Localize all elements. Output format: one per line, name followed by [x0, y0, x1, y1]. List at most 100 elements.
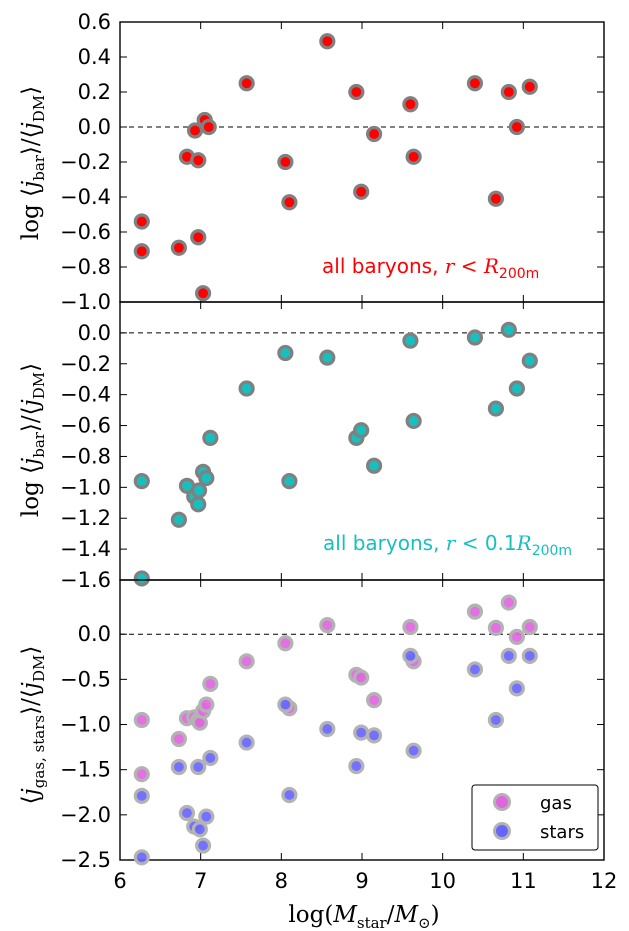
panel3-stars-point [277, 696, 294, 713]
panel3-gas-point [402, 618, 419, 636]
panel2-series1-point [198, 469, 215, 487]
panel1-series1-point [500, 83, 517, 101]
panel1-ytick-label: −0.2 [60, 150, 111, 174]
panel1-series1-point [319, 33, 336, 50]
panel3-gas-point [500, 594, 517, 611]
panel1-series1-point [521, 78, 538, 95]
legend-stars-marker [493, 822, 511, 840]
legend: gas stars [471, 784, 599, 851]
panel3-stars-point [191, 821, 208, 838]
panel3-stars-point [190, 758, 207, 776]
panel3-stars-point [353, 724, 370, 741]
panel3-stars-point [405, 742, 422, 759]
panel1-series1-point [238, 75, 255, 92]
panel3-stars-point [238, 734, 255, 751]
panel3-stars-point [319, 720, 336, 738]
panel3-gas-point [508, 628, 525, 646]
panel3-gas-point [238, 653, 255, 670]
panel3-ytick-label: −1.0 [60, 713, 111, 737]
panel3-gas-point [170, 730, 187, 748]
panel3-gas-point [366, 692, 383, 709]
panel3-stars-point [198, 808, 215, 825]
panel3-ytick-label: 0.0 [78, 622, 111, 646]
x-tick-label: 6 [113, 869, 126, 893]
panel3-gas-point [319, 617, 336, 634]
panel2-series1-point [487, 400, 505, 417]
x-tick-label: 11 [510, 869, 537, 893]
panel3-gas-point [487, 619, 505, 636]
panel3-stars-point [508, 680, 525, 697]
panel1-series1-point [133, 213, 150, 230]
x-tick-label: 10 [429, 869, 456, 893]
panel3-ytick-label: −2.0 [60, 803, 111, 827]
panel2-series1-point [238, 380, 255, 397]
x-tick-label: 7 [194, 869, 207, 893]
x-tick-label: 9 [355, 869, 368, 893]
panel2-ytick-label: 0.0 [78, 321, 111, 345]
panel1-series1-point [466, 75, 484, 92]
panel2-series1-point [170, 511, 187, 528]
panel3-stars-point [202, 749, 219, 767]
plots-layer: 0.6 0.4 0.2 0.0 −0.2 −0.4 −0.6 −0.8 −1.0 0.0 −0.2 −… [60, 10, 617, 893]
panel2-ytick-label: −0.8 [60, 444, 111, 468]
panel1-series1-point [200, 118, 217, 136]
panel3-stars-point [466, 661, 484, 678]
panel2-series1-point [508, 380, 525, 397]
panel1-series1-point [194, 285, 212, 302]
panel3-gas-point [133, 711, 150, 729]
panel2-series1-point [281, 473, 298, 490]
panel3-gas-point [277, 635, 294, 652]
panel1-series1-point [190, 152, 207, 169]
panel3-gas-point [521, 618, 538, 636]
panel1-series1-point [170, 239, 187, 256]
panel1-series1-point [487, 190, 505, 207]
panel1-series1-point [190, 229, 207, 246]
panel2-annotation: all baryons, r < 0.1R200m [323, 531, 572, 559]
panel2-series1-point [277, 344, 294, 362]
panel3-gas-point [353, 669, 370, 686]
panel3-stars-point [178, 804, 196, 822]
panel2-series1-point [133, 570, 150, 587]
panel2-ytick-label: −1.4 [60, 537, 111, 561]
panel1-series1-point [508, 118, 525, 136]
panel2-series1-point [202, 429, 219, 447]
panel3-gas-point [466, 603, 484, 620]
panel2-series1-point [133, 473, 150, 490]
panel1-ytick-label: −0.8 [60, 255, 111, 279]
panel2-series1-point [190, 482, 208, 499]
panel1-ylabel: log ⟨jbar⟩/⟨jDM⟩ [18, 86, 48, 240]
panel2-ytick-label: −0.4 [60, 383, 111, 407]
panel2-ytick-label: −1.2 [60, 506, 111, 530]
panel3-stars-point [170, 758, 187, 776]
panel3-stars-point [133, 787, 150, 804]
panel3-stars-point [500, 647, 517, 664]
x-tick-label: 8 [275, 869, 288, 893]
panel1-ytick-label: −0.4 [60, 185, 111, 209]
panel1-ytick-label: 0.2 [78, 80, 111, 104]
panel2-ytick-label: −0.6 [60, 414, 111, 438]
panel3-stars-point [366, 727, 383, 744]
panel3-stars-point [133, 849, 150, 866]
panel3-ytick-label: −2.5 [60, 848, 111, 872]
panel3-stars-point [521, 647, 538, 664]
panel3-gas-point [198, 696, 215, 713]
panel3-stars-point [487, 711, 505, 729]
legend-stars-label: stars [540, 822, 584, 843]
panel1-ytick-label: 0.4 [78, 45, 111, 69]
panel2-series1-point [319, 349, 336, 366]
panel3-ytick-label: −0.5 [60, 667, 111, 691]
panel2-series1-point [402, 332, 419, 349]
panel1-series1-point [348, 83, 365, 101]
panel2-series1-point [500, 321, 517, 338]
panel3-stars-point [348, 757, 365, 775]
panel2-ytick-label: −0.2 [60, 352, 111, 376]
panel1-ytick-label: −1.0 [60, 290, 111, 314]
panel2-series1-point [466, 329, 484, 346]
panel1-ytick-label: −0.6 [60, 220, 111, 244]
panel2-series1-point [521, 352, 538, 369]
panel2-ylabel: log ⟨jbar⟩/⟨jDM⟩ [18, 363, 48, 517]
panel1-series1-point [277, 153, 294, 171]
panel1-ytick-label: 0.6 [78, 10, 111, 34]
panel3-stars-point [281, 786, 298, 804]
